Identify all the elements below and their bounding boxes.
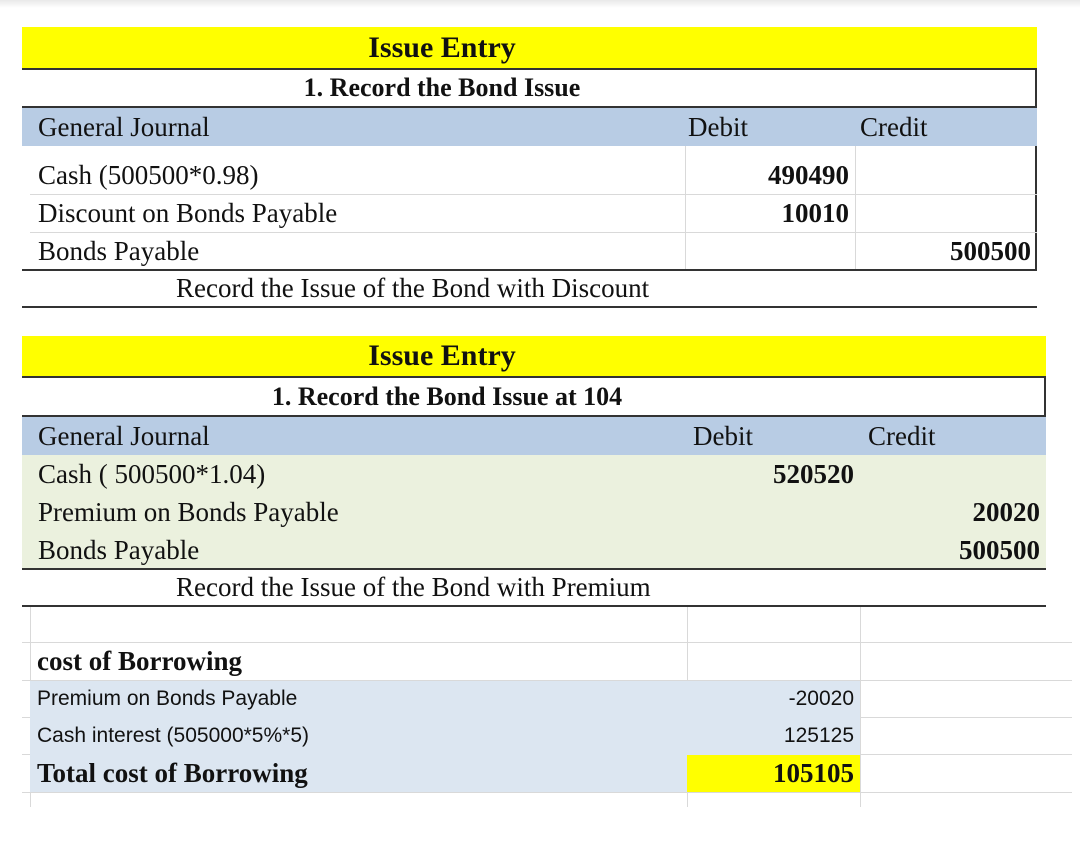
header-credit: Credit [860, 111, 928, 142]
total-highlight [687, 755, 860, 792]
header-debit: Debit [693, 420, 753, 451]
total-label: Total cost of Borrowing [37, 758, 308, 788]
cost-heading: cost of Borrowing [37, 646, 242, 676]
row-credit[interactable]: 20020 [972, 496, 1041, 527]
row-credit[interactable]: 500500 [950, 235, 1031, 266]
row-account[interactable]: Bonds Payable [38, 235, 200, 266]
entry-note: Record the Issue of the Bond with Discou… [176, 273, 650, 303]
header-row [22, 417, 1046, 455]
entry-subtitle: 1. Record the Bond Issue [22, 70, 862, 108]
header-account: General Journal [38, 111, 210, 142]
row-debit[interactable]: 520520 [773, 458, 854, 489]
row-account[interactable]: Bonds Payable [38, 534, 200, 565]
entry-note: Record the Issue of the Bond with Premiu… [176, 572, 651, 602]
rows-fill [22, 455, 1046, 569]
note-row [22, 269, 1037, 308]
cost-row-label[interactable]: Cash interest (505000*5%*5) [37, 724, 309, 747]
top-bar [0, 0, 1080, 8]
cost-row-value[interactable]: -20020 [788, 687, 854, 710]
cost-row-label[interactable]: Premium on Bonds Payable [37, 687, 298, 710]
row-account[interactable]: Discount on Bonds Payable [38, 197, 338, 228]
subtitle-fill [872, 378, 1046, 417]
row-debit[interactable]: 490490 [768, 159, 849, 190]
entry-subtitle: 1. Record the Bond Issue at 104 [22, 378, 872, 417]
title-fill [862, 27, 1037, 70]
entry-title: Issue Entry [22, 336, 862, 378]
row-account[interactable]: Cash (500500*0.98) [38, 159, 259, 190]
cost-row-value[interactable]: 125125 [783, 724, 854, 747]
note-row [22, 568, 1046, 607]
entry-title: Issue Entry [22, 27, 862, 70]
total-value[interactable]: 105105 [773, 758, 854, 788]
subtitle-fill [862, 70, 1037, 108]
row-account[interactable]: Premium on Bonds Payable [38, 496, 339, 527]
header-debit: Debit [688, 111, 748, 142]
row-debit[interactable]: 10010 [781, 197, 850, 228]
header-credit: Credit [868, 420, 936, 451]
header-row [22, 108, 1037, 146]
row-credit[interactable]: 500500 [959, 534, 1040, 565]
header-account: General Journal [38, 420, 210, 451]
row-account[interactable]: Cash ( 500500*1.04) [38, 458, 266, 489]
title-fill [862, 336, 1046, 378]
table-border [22, 27, 1037, 308]
